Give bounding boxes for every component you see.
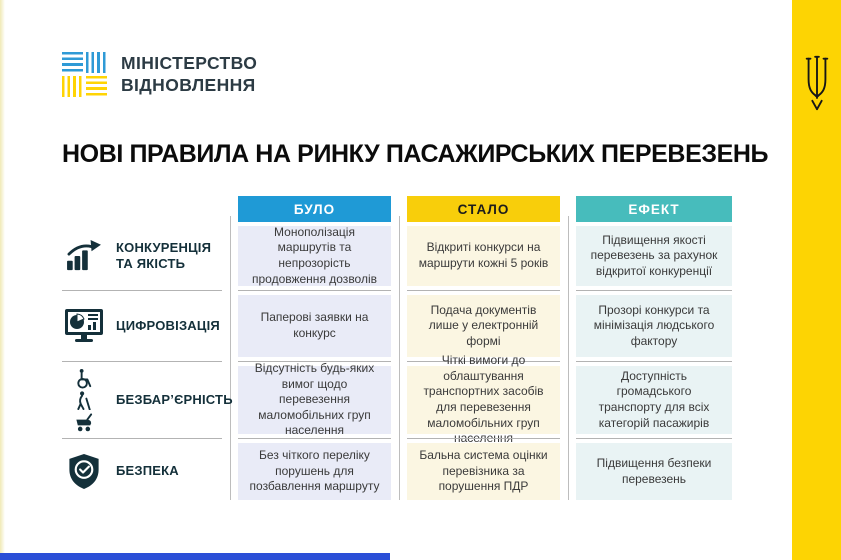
ministry-logo: МІНІСТЕРСТВО ВІДНОВЛЕННЯ (62, 52, 257, 97)
category-digitalization: ЦИФРОВІЗАЦІЯ (62, 295, 222, 357)
row-divider (62, 357, 222, 366)
category-barrier-free: БЕЗБАР’ЄРНІСТЬ (62, 366, 233, 434)
yellow-brand-stripe (792, 0, 841, 560)
table-cell: Чіткі вимоги до облаштування транспортни… (407, 353, 560, 445)
row-divider (407, 434, 560, 443)
row-divider (407, 357, 560, 366)
column-header-stalo: СТАЛО (407, 196, 560, 222)
row-divider (238, 434, 391, 443)
page-title: НОВІ ПРАВИЛА НА РИНКУ ПАСАЖИРСЬКИХ ПЕРЕВ… (62, 140, 769, 168)
row-divider (576, 357, 732, 366)
ministry-name-line2: ВІДНОВЛЕННЯ (121, 74, 256, 95)
category-competition-quality: КОНКУРЕНЦІЯ ТА ЯКІСТЬ (62, 226, 222, 286)
stroller-icon (76, 413, 93, 432)
ministry-logo-icon (62, 52, 107, 97)
column-header-bulo: БУЛО (238, 196, 391, 222)
monitor-analytics-icon (62, 308, 106, 344)
ministry-logo-text: МІНІСТЕРСТВО ВІДНОВЛЕННЯ (121, 53, 257, 96)
table-cell: Бальна система оцінки перевізника за пор… (407, 443, 560, 500)
row-divider (62, 286, 222, 295)
row-divider (576, 434, 732, 443)
table-cell: Монополізація маршрутів та непрозорість … (238, 225, 391, 286)
table-cell: Відсутність будь-яких вимог щодо перевез… (238, 361, 391, 437)
category-safety: БЕЗПЕКА (62, 443, 222, 500)
blue-brand-bar (0, 553, 390, 560)
table-cell: Прозорі конкурси та мінімізація людськог… (576, 295, 732, 357)
growth-chart-icon (62, 240, 106, 272)
column-header-efekt: ЕФЕКТ (576, 196, 732, 222)
column-divider (568, 216, 569, 500)
row-divider (576, 286, 732, 295)
table-cell: Без чіткого переліку порушень для позбав… (238, 443, 391, 500)
comparison-table: БУЛО СТАЛО ЕФЕКТ КОНКУРЕНЦІЯ ТА ЯКІСТЬ М… (62, 196, 732, 500)
row-divider (238, 286, 391, 295)
table-cell: Доступність громадського транспорту для … (576, 366, 732, 434)
logo-quadrant-yellow-horizontal (86, 76, 107, 97)
logo-quadrant-yellow-vertical (62, 76, 83, 97)
column-divider (399, 216, 400, 500)
person-with-cane-icon (77, 391, 91, 410)
category-label: БЕЗБАР’ЄРНІСТЬ (116, 391, 233, 407)
category-label: ЦИФРОВІЗАЦІЯ (116, 317, 220, 333)
shield-check-icon (62, 453, 106, 490)
ministry-name-line1: МІНІСТЕРСТВО (121, 53, 258, 74)
logo-quadrant-blue-vertical (86, 52, 107, 73)
tryzub-icon (800, 54, 834, 112)
row-divider (407, 286, 560, 295)
table-cell: Подача документів лише у електронній фор… (407, 295, 560, 357)
table-cell: Паперові заявки на конкурс (238, 295, 391, 357)
category-label: БЕЗПЕКА (116, 463, 179, 479)
row-divider (62, 434, 222, 443)
category-label: КОНКУРЕНЦІЯ ТА ЯКІСТЬ (116, 239, 212, 271)
accessibility-icons (62, 368, 106, 432)
logo-quadrant-blue-horizontal (62, 52, 83, 73)
left-yellow-edge (0, 0, 5, 560)
table-cell: Відкриті конкурси на маршрути кожні 5 ро… (407, 226, 560, 286)
table-cell: Підвищення якості перевезень за рахунок … (576, 226, 732, 286)
wheelchair-icon (76, 368, 91, 389)
table-cell: Підвищення безпеки перевезень (576, 443, 732, 500)
row-divider (238, 357, 391, 366)
column-divider (230, 216, 231, 500)
